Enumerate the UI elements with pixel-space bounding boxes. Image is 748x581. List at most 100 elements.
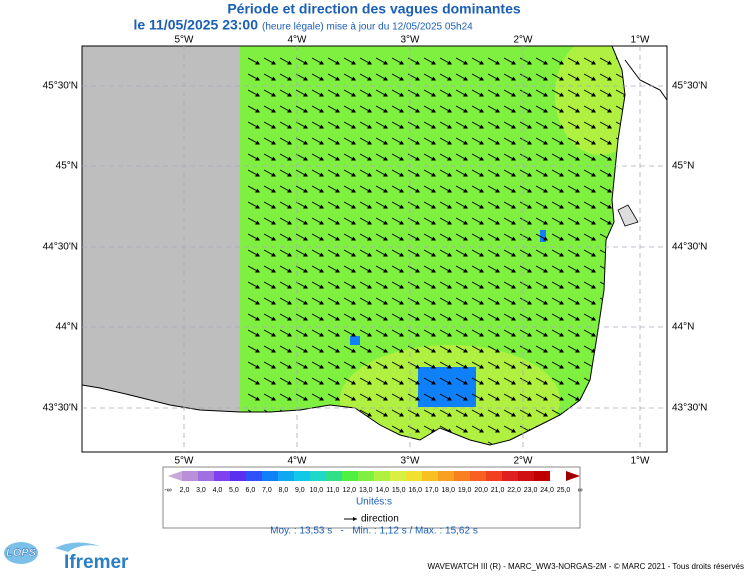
direction-arrowhead (383, 140, 388, 145)
direction-arrowhead (559, 204, 564, 209)
coastline (82, 46, 626, 446)
direction-arrowhead (575, 76, 580, 81)
direction-arrowhead (543, 108, 548, 113)
direction-arrowhead (527, 284, 532, 289)
direction-arrowhead (255, 396, 260, 401)
direction-arrowhead (255, 316, 260, 321)
direction-arrowhead (335, 92, 340, 97)
direction-arrowhead (527, 364, 532, 369)
direction-arrowhead (367, 188, 372, 193)
direction-arrowhead (607, 60, 612, 65)
direction-arrowhead (511, 76, 516, 81)
direction-arrowhead (367, 268, 372, 273)
direction-arrowhead (479, 364, 484, 369)
direction-arrowhead (431, 252, 436, 257)
no-data-area (82, 46, 240, 412)
direction-arrowhead (543, 380, 548, 385)
direction-arrowhead (271, 268, 276, 273)
direction-arrowhead (479, 252, 484, 257)
direction-arrowhead (447, 236, 452, 241)
direction-arrowhead (575, 60, 580, 65)
direction-arrowhead (463, 300, 468, 305)
direction-arrowhead (463, 236, 468, 241)
direction-arrowhead (367, 348, 372, 353)
direction-arrowhead (383, 380, 388, 385)
direction-arrowhead (495, 348, 500, 353)
colorbar-label: 24,0 (540, 487, 554, 494)
direction-arrowhead (287, 364, 292, 369)
direction-arrowhead (511, 332, 516, 337)
direction-arrowhead (367, 124, 372, 129)
direction-arrowhead (399, 348, 404, 353)
direction-arrowhead (479, 316, 484, 321)
direction-arrowhead (575, 380, 580, 385)
colorbar-segment (294, 471, 310, 481)
direction-arrowhead (335, 60, 340, 65)
direction-arrowhead (383, 204, 388, 209)
direction-arrowhead (367, 92, 372, 97)
direction-arrowhead (495, 332, 500, 337)
direction-arrowhead (575, 364, 580, 369)
direction-arrowhead (559, 108, 564, 113)
direction-arrowhead (415, 108, 420, 113)
direction-arrowhead (255, 284, 260, 289)
lat-label: 44°30'N (672, 242, 707, 253)
direction-arrowhead (575, 140, 580, 145)
direction-arrowhead (319, 156, 324, 161)
direction-arrowhead (415, 92, 420, 97)
direction-arrowhead (543, 284, 548, 289)
direction-arrowhead (431, 124, 436, 129)
colorbar-label: 2,0 (180, 487, 190, 494)
map (82, 46, 667, 452)
direction-arrowhead (351, 364, 356, 369)
direction-arrowhead (351, 60, 356, 65)
direction-arrowhead (543, 220, 548, 225)
direction-arrowhead (303, 364, 308, 369)
direction-arrowhead (271, 140, 276, 145)
direction-arrowhead (607, 124, 612, 129)
direction-arrowhead (511, 396, 516, 401)
colorbar-label: 10,0 (310, 487, 324, 494)
direction-arrowhead (543, 76, 548, 81)
direction-arrowhead (431, 140, 436, 145)
direction-arrowhead (495, 60, 500, 65)
direction-arrowhead (335, 396, 340, 401)
lops-logo (4, 542, 38, 564)
direction-arrowhead (351, 92, 356, 97)
direction-arrowhead (383, 348, 388, 353)
direction-arrowhead (479, 188, 484, 193)
direction-arrowhead (431, 284, 436, 289)
direction-arrowhead (319, 124, 324, 129)
direction-arrowhead (367, 380, 372, 385)
direction-arrowhead (479, 172, 484, 177)
direction-arrowhead (591, 188, 596, 193)
direction-arrowhead (287, 284, 292, 289)
direction-arrowhead (575, 396, 580, 401)
direction-arrowhead (303, 236, 308, 241)
direction-arrowhead (399, 380, 404, 385)
direction-arrowhead (415, 204, 420, 209)
colorbar-label: 6,0 (246, 487, 256, 494)
direction-arrowhead (415, 412, 420, 417)
direction-arrowhead (383, 156, 388, 161)
direction-arrowhead (399, 412, 404, 417)
direction-arrowhead (367, 412, 372, 417)
direction-arrowhead (367, 172, 372, 177)
direction-arrowhead (559, 124, 564, 129)
direction-arrowhead (383, 220, 388, 225)
direction-arrowhead (383, 108, 388, 113)
period-zone (350, 336, 360, 345)
colorbar-segment (438, 471, 454, 481)
direction-arrowhead (607, 172, 612, 177)
direction-arrowhead (415, 60, 420, 65)
direction-arrowhead (591, 76, 596, 81)
direction-arrowhead (287, 124, 292, 129)
direction-arrowhead (447, 284, 452, 289)
direction-arrowhead (271, 252, 276, 257)
lon-label: 4°W (288, 456, 308, 467)
direction-arrowhead (319, 316, 324, 321)
direction-arrowhead (287, 252, 292, 257)
direction-arrowhead (447, 332, 452, 337)
direction-arrowhead (463, 156, 468, 161)
colorbar-label: 23,0 (524, 487, 538, 494)
